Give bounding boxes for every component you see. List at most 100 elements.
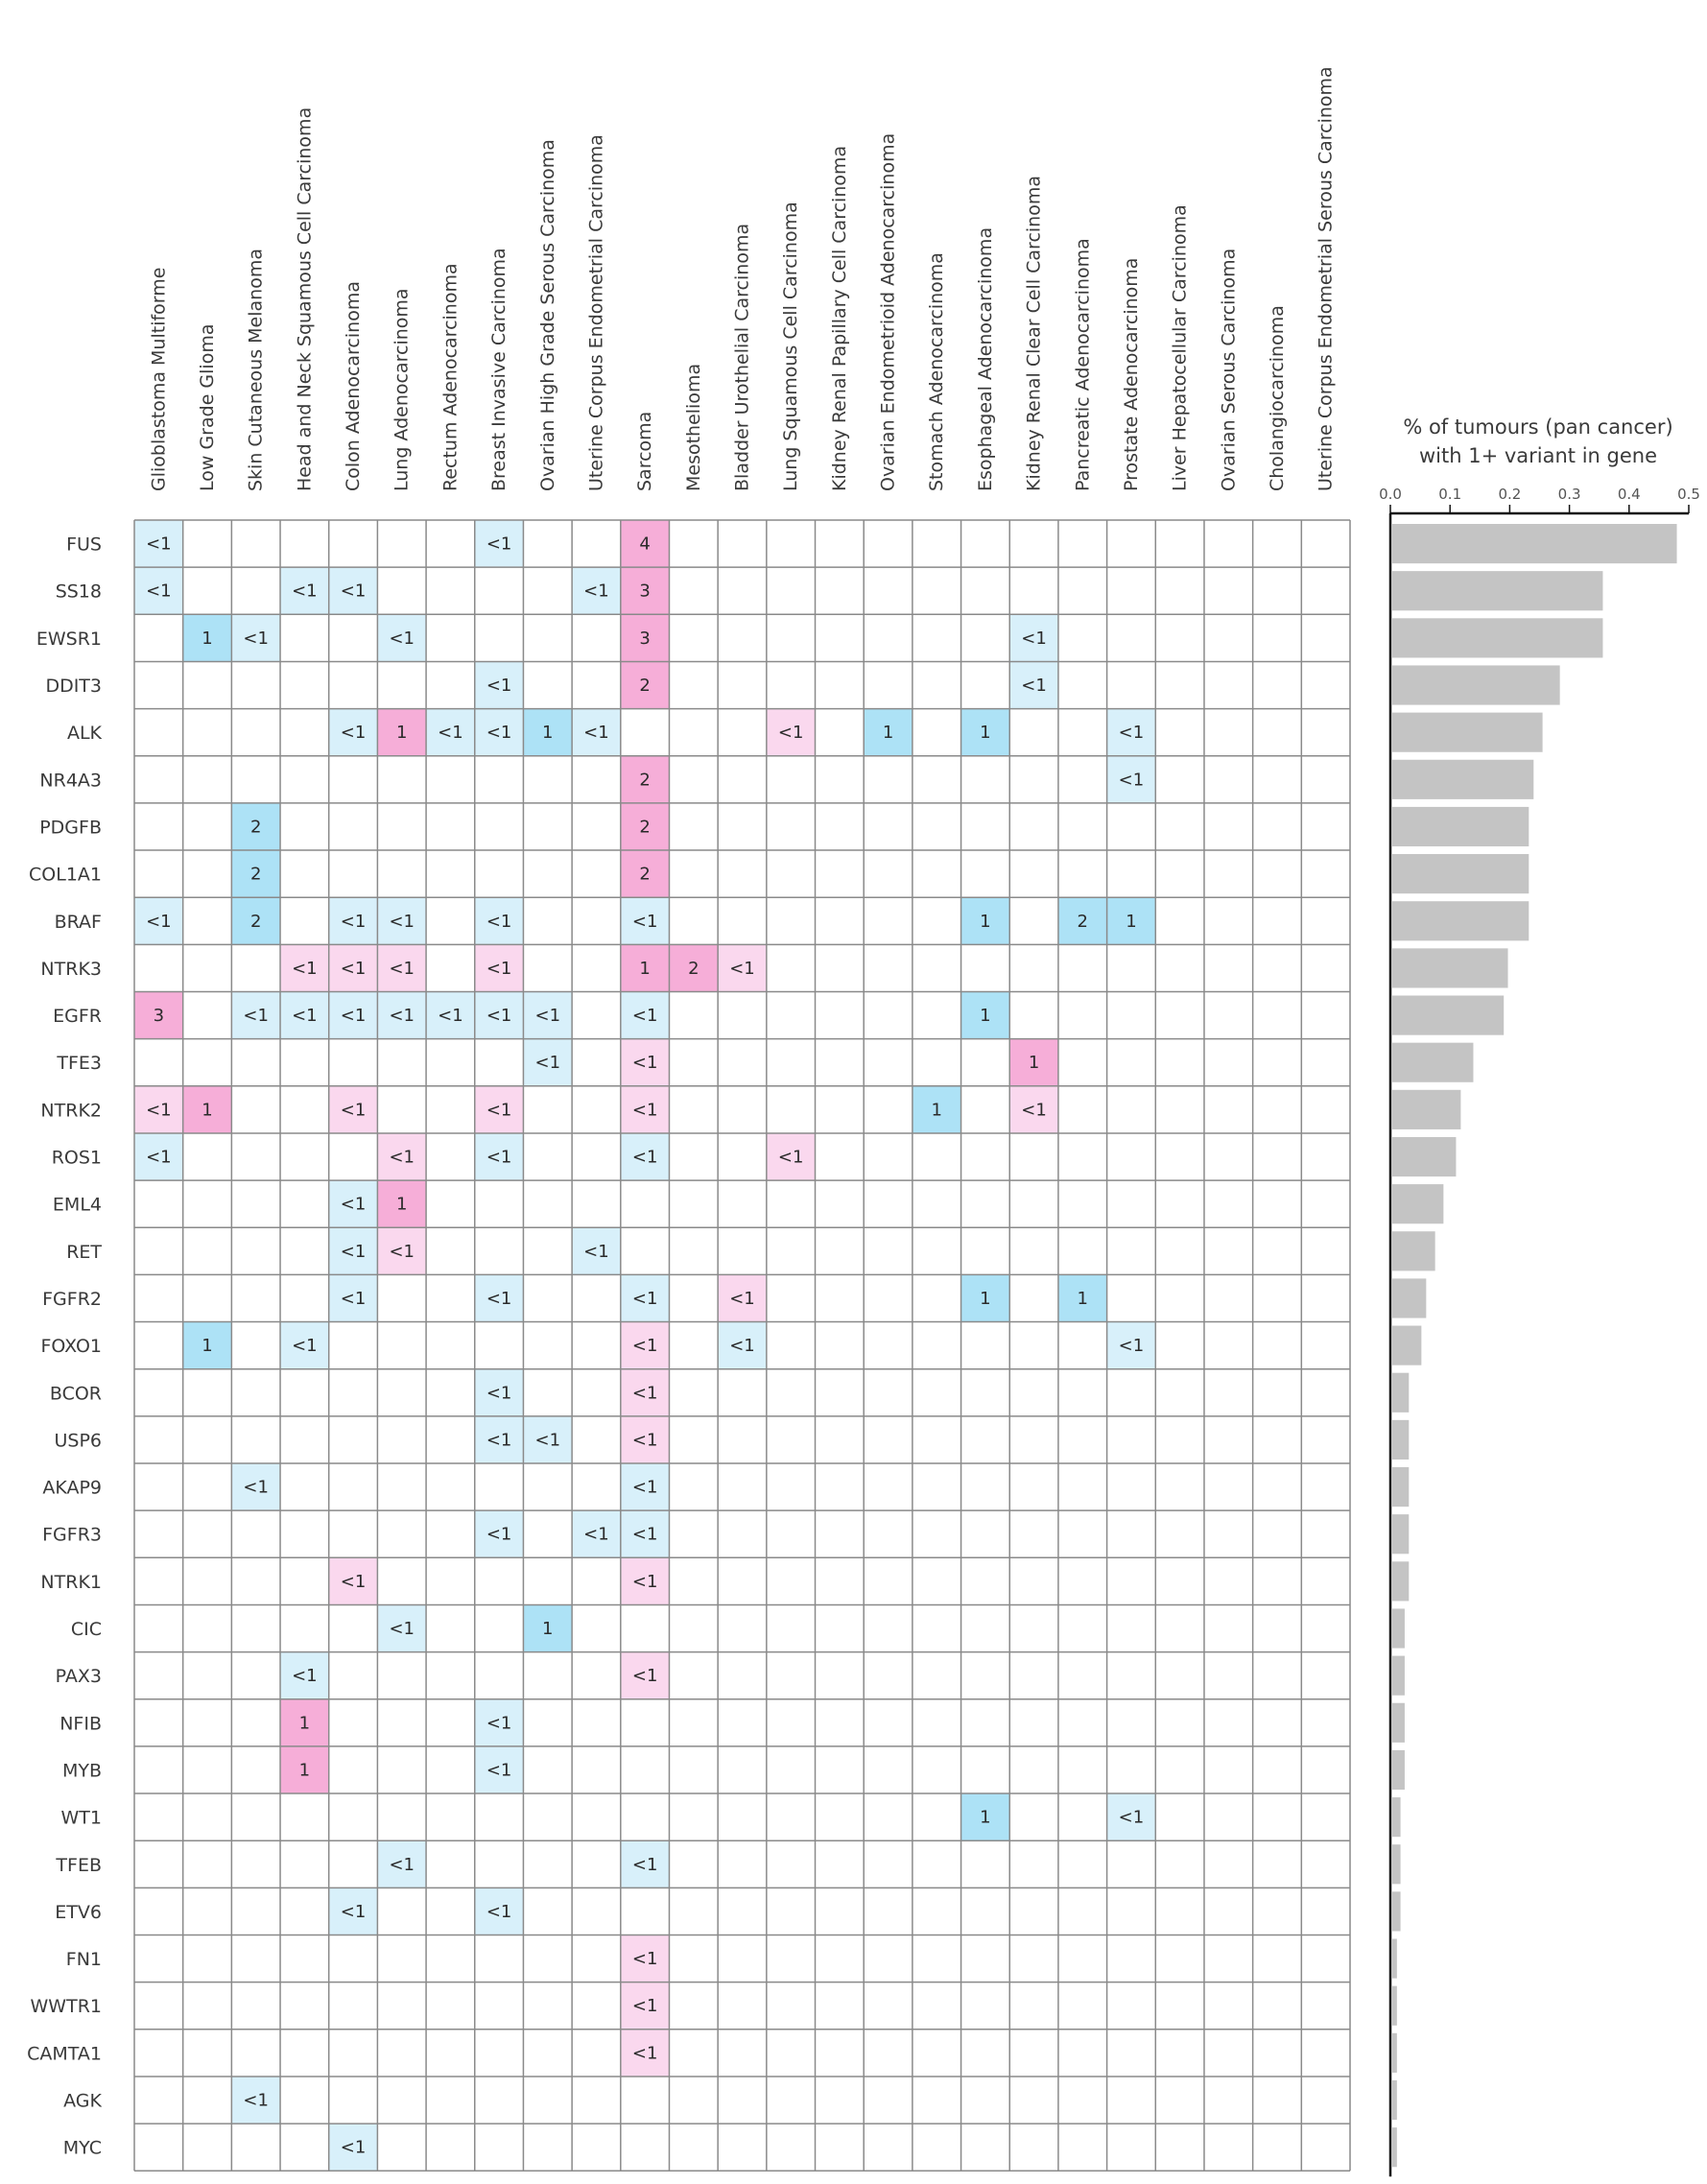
heatmap-cell	[328, 991, 378, 1039]
cell-value-label: <1	[146, 582, 172, 602]
heatmap-cell	[960, 897, 1010, 945]
grid-lines	[133, 519, 1351, 2172]
heatmap-cell	[474, 1698, 524, 1746]
cell-value-label: <1	[243, 629, 269, 649]
cell-value-label: 2	[639, 817, 650, 837]
heatmap-cell	[1009, 614, 1058, 662]
cell-value-label: <1	[632, 1430, 658, 1450]
cell-value-label: 1	[202, 1336, 212, 1356]
heatmap-cell	[718, 1274, 767, 1322]
heatmap-cell	[620, 944, 670, 992]
heatmap-cell	[1057, 897, 1107, 945]
heatmap-cell	[328, 944, 378, 992]
cell-value-label: <1	[486, 1289, 512, 1309]
cell-value-label: 1	[396, 1195, 407, 1215]
column-label: Head and Neck Squamous Cell Carcinoma	[294, 107, 315, 491]
pan-cancer-bar	[1392, 1985, 1397, 2026]
heatmap-cell	[523, 708, 573, 756]
cell-value-label: <1	[583, 723, 609, 743]
heatmap-cell	[620, 1651, 670, 1699]
cell-value-label: <1	[632, 1336, 658, 1356]
heatmap-cell	[474, 1132, 524, 1181]
heatmap-cell	[620, 1840, 670, 1888]
heatmap-cell	[474, 944, 524, 992]
column-label: Pancreatic Adenocarcinoma	[1072, 238, 1093, 491]
cell-value-label: <1	[1021, 676, 1047, 696]
cell-value-label: 2	[688, 959, 699, 979]
cell-value-label: <1	[583, 582, 609, 602]
heatmap-cell	[1106, 1793, 1156, 1841]
cell-value-label: <1	[389, 1006, 415, 1026]
heatmap-cell	[231, 850, 281, 898]
cell-value-label: <1	[389, 912, 415, 932]
heatmap-cell	[474, 520, 524, 568]
heatmap-cell	[523, 1604, 573, 1652]
row-label-gene: NTRK3	[40, 959, 102, 980]
heatmap-cell	[1057, 1274, 1107, 1322]
column-label: Lung Adenocarcinoma	[391, 288, 413, 491]
cell-value-label: 2	[639, 770, 650, 790]
heatmap-cell	[474, 1274, 524, 1322]
pan-cancer-bar	[1392, 1514, 1410, 1555]
cell-value-label: <1	[632, 1666, 658, 1686]
cell-value-label: <1	[341, 1242, 367, 1262]
heatmap-cell	[620, 1557, 670, 1605]
pan-cancer-bar	[1392, 806, 1529, 847]
bar-axis-tick-label: 0.0	[1379, 486, 1402, 503]
heatmap-cell	[134, 520, 183, 568]
cell-value-label: 1	[396, 723, 407, 743]
cell-value-label: <1	[632, 1855, 658, 1875]
column-label: Skin Cutaneous Melanoma	[246, 249, 267, 491]
pan-cancer-bar	[1392, 759, 1534, 799]
heatmap-cell	[620, 1085, 670, 1133]
heatmap-cell	[1106, 708, 1156, 756]
column-labels: Glioblastoma Multiforme Low Grade Glioma S…	[148, 66, 1336, 491]
row-label-gene: FUS	[66, 534, 102, 556]
cell-value-label: <1	[535, 1006, 561, 1026]
cell-value-label: <1	[341, 1572, 367, 1592]
heatmap-cell	[328, 1557, 378, 1605]
cell-value-label: 1	[542, 1619, 553, 1639]
column-label: Ovarian Endometrioid Adenocarcinoma	[878, 133, 899, 491]
cell-value-label: <1	[486, 1100, 512, 1120]
heatmap-cell	[231, 802, 281, 851]
heatmap-cell	[328, 1085, 378, 1133]
heatmap-cell	[134, 897, 183, 945]
pan-cancer-bar	[1392, 1844, 1401, 1885]
heatmap-cell	[474, 661, 524, 709]
pan-cancer-bar	[1392, 1467, 1410, 1507]
cell-value-label: <1	[729, 1336, 755, 1356]
cell-value-label: 1	[542, 723, 553, 743]
row-label-gene: EGFR	[53, 1006, 102, 1027]
cell-value-label: 2	[250, 865, 261, 885]
heatmap-cell	[1009, 661, 1058, 709]
cell-value-label: <1	[729, 1289, 755, 1309]
cell-value-label: 1	[202, 1100, 212, 1120]
heatmap-cell	[620, 1510, 670, 1558]
cell-value-label: <1	[292, 582, 318, 602]
column-label: Cholangiocarcinoma	[1267, 305, 1288, 491]
row-label-gene: RET	[66, 1242, 102, 1263]
pan-cancer-bar	[1392, 1561, 1410, 1602]
cell-value-label: <1	[341, 723, 367, 743]
pan-cancer-bar	[1392, 1749, 1405, 1791]
heatmap-cell	[328, 897, 378, 945]
cell-value-label: <1	[389, 1855, 415, 1875]
pan-cancer-bar	[1392, 1042, 1474, 1082]
heatmap-cell	[280, 1321, 329, 1369]
cell-value-label: <1	[243, 1478, 269, 1498]
row-label-gene: FGFR3	[42, 1525, 102, 1546]
cell-value-label: <1	[389, 629, 415, 649]
heatmap-cell	[960, 1793, 1010, 1841]
cell-value-label: <1	[486, 1525, 512, 1545]
heatmap-cell	[1106, 755, 1156, 803]
cell-value-label: 1	[202, 629, 212, 649]
heatmap-cell	[231, 897, 281, 945]
heatmap-cells: <1 <1 4 <1 <1 <1 <1 3 1 <1 <1 3 <1 <1 2 <1 <1 1 <1 <1 1 <1 <1 1…	[134, 520, 1156, 2172]
cell-value-label: 1	[980, 723, 990, 743]
heatmap-cell	[669, 944, 719, 992]
heatmap-cell	[620, 520, 670, 568]
cell-value-label: <1	[486, 959, 512, 979]
pan-cancer-bar	[1392, 1089, 1461, 1129]
heatmap-cell	[280, 1698, 329, 1746]
